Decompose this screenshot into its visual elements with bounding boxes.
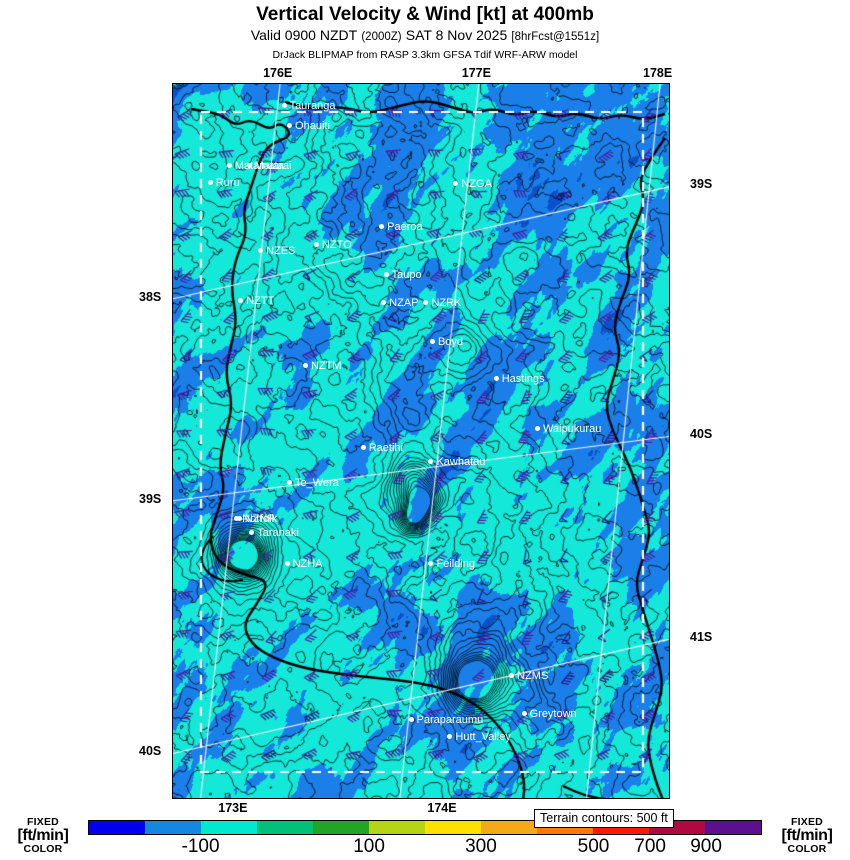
colorbar-segment — [481, 821, 537, 834]
axis-label-lat-right: 40S — [690, 427, 713, 442]
colorbar-segment — [705, 821, 761, 834]
axis-label-lat-left: 39S — [139, 491, 162, 506]
colorbar-segment — [369, 821, 425, 834]
map-frame[interactable]: Tauranga Ohauiti Matamata Matarai Ruru NZGA Pa… — [172, 83, 670, 799]
colorbar-tick: 700 — [634, 836, 666, 857]
colorbar-right-line3: COLOR — [787, 842, 827, 855]
colorbar-segment — [313, 821, 369, 834]
colorbar-row: FIXED [ft/min] COLOR -100 100 300 500 700 900… — [0, 817, 850, 860]
terrain-contour-legend: Terrain contours: 500 ft — [534, 809, 674, 828]
colorbar-right-line1: FIXED — [791, 816, 823, 828]
forecast-tag: [8hrFcst@1551z] — [511, 31, 600, 43]
vertical-velocity-field — [173, 84, 669, 798]
colorbar-segment — [257, 821, 313, 834]
axis-label-lon-top: 178E — [643, 66, 673, 80]
colorbar-right-units: [ft/min] — [781, 826, 833, 844]
axis-label-lon-bottom: 173E — [218, 801, 248, 815]
colorbar-left-line1: FIXED — [27, 816, 59, 828]
map-container[interactable]: Tauranga Ohauiti Matamata Matarai Ruru NZGA Pa… — [172, 83, 670, 799]
valid-time: Valid 0900 NZDT — [250, 27, 358, 43]
colorbar-tick: 300 — [465, 836, 497, 857]
colorbar-tick: 900 — [690, 836, 722, 857]
colorbar-tick: -100 — [181, 836, 220, 857]
colorbar-segment — [89, 821, 145, 834]
page-title: Vertical Velocity & Wind [kt] at 400mb — [256, 4, 594, 25]
valid-date: SAT 8 Nov 2025 — [405, 27, 508, 43]
colorbar-right-label: FIXED [ft/min] COLOR — [764, 817, 850, 854]
colorbar-left-units: [ft/min] — [17, 826, 69, 844]
colorbar-left-line3: COLOR — [23, 842, 63, 855]
colorbar-segment — [145, 821, 201, 834]
axis-label-lat-left: 38S — [139, 289, 162, 304]
model-source: DrJack BLIPMAP from RASP 3.3km GFSA Tdif… — [272, 49, 578, 61]
colorbar-segment — [201, 821, 257, 834]
colorbar-segment — [425, 821, 481, 834]
axis-label-lat-right: 41S — [690, 629, 713, 644]
colorbar-tick: 500 — [577, 836, 610, 857]
valid-time-utc: (2000Z) — [361, 31, 402, 43]
header: Vertical Velocity & Wind [kt] at 400mb V… — [0, 0, 850, 62]
colorbar-tick: 100 — [353, 836, 385, 857]
colorbar-tick-labels: -100 100 300 500 700 900 — [88, 836, 762, 860]
axis-label-lon-top: 177E — [461, 66, 491, 80]
axis-label-lat-right: 39S — [690, 177, 713, 192]
valid-time-line: Valid 0900 NZDT (2000Z) SAT 8 Nov 2025 [… — [0, 26, 850, 47]
axis-label-lat-left: 40S — [139, 744, 162, 759]
axis-label-lon-bottom: 174E — [427, 801, 457, 815]
colorbar-left-label: FIXED [ft/min] COLOR — [0, 817, 86, 854]
axis-label-lon-top: 176E — [263, 66, 293, 80]
